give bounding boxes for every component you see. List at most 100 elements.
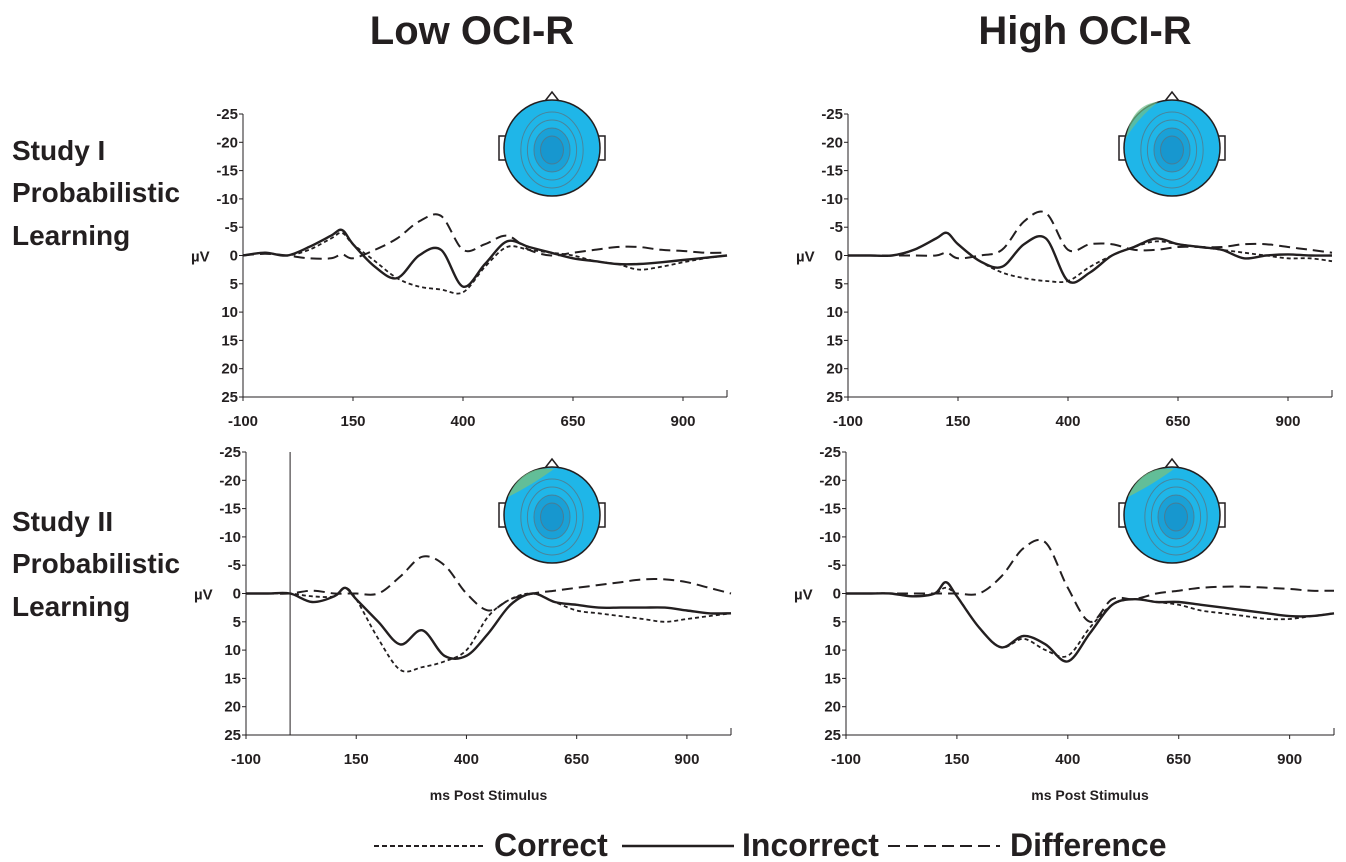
series-line-correct: [848, 231, 1333, 284]
y-tick-label: 15: [826, 332, 843, 349]
series-line-incorrect: [242, 228, 728, 288]
row-title-line: Probabilistic: [12, 177, 180, 208]
y-tick-label: 20: [221, 361, 238, 378]
y-tick-label: 5: [230, 276, 238, 293]
nose-shape: [544, 457, 560, 469]
legend-label-incorrect: Incorrect: [742, 827, 879, 862]
y-tick-label: 20: [826, 361, 843, 378]
x-tick-label: -100: [231, 751, 261, 768]
x-axis-label: ms Post Stimulus: [430, 787, 548, 803]
nose-shape: [544, 90, 560, 102]
y-tick-label: 0: [833, 586, 841, 603]
y-tick-label: -20: [821, 134, 843, 151]
y-tick-label: 10: [824, 642, 841, 659]
erp-panel: -25 -20 -15 -10 -5 0 5 10 15 20 25 -100 150 400 650 900…: [191, 90, 728, 430]
ear-right-shape: [1219, 502, 1226, 528]
y-tick-label: -25: [216, 106, 238, 123]
scalp-contour: [520, 478, 584, 556]
y-tick-label: -15: [821, 163, 843, 180]
erp-panel: -25 -20 -15 -10 -5 0 5 10 15 20 25 -100 150 400 650 900…: [796, 90, 1333, 430]
y-tick-label: 10: [826, 304, 843, 321]
y-tick-label: -5: [225, 219, 238, 236]
x-tick-label: -100: [833, 413, 863, 430]
y-tick-label: 10: [224, 642, 241, 659]
y-tick-label: 0: [233, 586, 241, 603]
y-tick-label: 15: [221, 332, 238, 349]
scalp-contour: [540, 502, 564, 532]
row-title-line: Probabilistic: [12, 548, 180, 579]
y-tick-label: -20: [219, 472, 241, 489]
y-tick-label: 20: [824, 699, 841, 716]
series-line-difference: [245, 555, 732, 612]
x-tick-label: 150: [344, 751, 369, 768]
y-tick-label: 25: [824, 727, 841, 744]
scalp-map-icon: [498, 90, 606, 197]
column-title-low-ocir: Low OCI-R: [370, 9, 575, 53]
scalp-contour: [520, 111, 584, 189]
y-tick-label: 15: [824, 670, 841, 687]
y-tick-label: -15: [819, 501, 841, 518]
y-tick-label: -20: [216, 134, 238, 151]
y-tick-label: 0: [230, 248, 238, 265]
y-axis-label: µV: [794, 587, 813, 604]
x-tick-label: 150: [340, 413, 365, 430]
y-tick-label: -10: [219, 529, 241, 546]
row-title-study-1: Study I Probabilistic Learning: [12, 135, 180, 251]
y-tick-label: 20: [224, 699, 241, 716]
scalp-positive-region: [508, 468, 554, 497]
row-title-study-2: Study II Probabilistic Learning: [12, 506, 180, 622]
legend-label-correct: Correct: [494, 827, 608, 862]
ear-left-shape: [498, 135, 505, 161]
y-axis-label: µV: [191, 249, 210, 266]
legend: Correct Incorrect Difference: [374, 827, 1167, 862]
x-tick-label: 900: [1277, 751, 1302, 768]
series-line-correct: [242, 231, 728, 295]
x-tick-label: 400: [1055, 413, 1080, 430]
erp-panel: -25 -20 -15 -10 -5 0 5 10 15 20 25 -100 150 400 650 900…: [794, 444, 1335, 803]
y-tick-label: 5: [835, 276, 843, 293]
y-tick-label: -25: [219, 444, 241, 461]
y-tick-label: 15: [224, 670, 241, 687]
series-line-incorrect: [848, 231, 1333, 284]
y-tick-label: -25: [819, 444, 841, 461]
y-tick-label: 25: [221, 389, 238, 406]
y-tick-label: -20: [819, 472, 841, 489]
ear-left-shape: [1118, 135, 1125, 161]
nose-shape: [1164, 457, 1180, 469]
scalp-contour: [1160, 135, 1184, 165]
y-axis-label: µV: [796, 249, 815, 266]
ear-left-shape: [1118, 502, 1125, 528]
y-tick-label: -10: [821, 191, 843, 208]
y-tick-label: 25: [224, 727, 241, 744]
row-title-line: Learning: [12, 220, 130, 251]
series-line-incorrect: [245, 586, 732, 660]
scalp-contour: [526, 119, 578, 181]
scalp-contour: [1146, 119, 1198, 181]
y-tick-label: -10: [216, 191, 238, 208]
y-tick-label: 25: [826, 389, 843, 406]
scalp-contour: [1164, 502, 1188, 532]
y-tick-label: -5: [830, 219, 843, 236]
series-line-difference: [242, 213, 728, 260]
column-title-high-ocir: High OCI-R: [978, 9, 1191, 53]
x-tick-label: 400: [1055, 751, 1080, 768]
x-tick-label: 650: [1166, 751, 1191, 768]
x-tick-label: 150: [944, 751, 969, 768]
scalp-contour: [540, 135, 564, 165]
y-tick-label: 5: [233, 614, 241, 631]
row-title-line: Learning: [12, 591, 130, 622]
ear-right-shape: [1219, 135, 1226, 161]
scalp-contour: [1150, 486, 1202, 548]
row-title-line: Study II: [12, 506, 113, 537]
y-tick-label: -5: [828, 557, 841, 574]
ear-right-shape: [599, 502, 606, 528]
nose-shape: [1164, 90, 1180, 102]
scalp-contour: [526, 486, 578, 548]
series-line-difference: [845, 538, 1335, 623]
y-tick-label: 10: [221, 304, 238, 321]
series-line-difference: [848, 210, 1333, 260]
y-axis-label: µV: [194, 587, 213, 604]
scalp-positive-region: [1128, 468, 1174, 497]
